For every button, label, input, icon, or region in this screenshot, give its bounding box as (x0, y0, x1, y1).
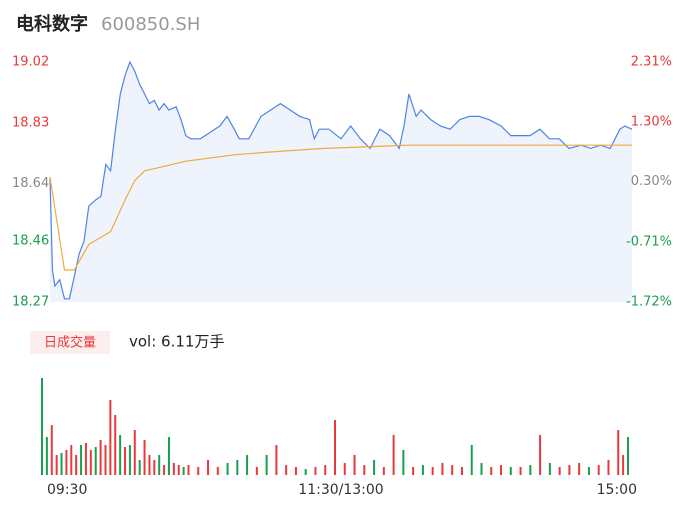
y2-tick-label: 2.31% (631, 55, 672, 70)
volume-bar (451, 465, 454, 475)
price-line (49, 60, 633, 300)
volume-bar (622, 455, 625, 475)
x-tick-label: 11:30/13:00 (298, 482, 383, 498)
volume-bar (128, 445, 131, 475)
volume-bar (373, 460, 376, 475)
volume-bar (55, 455, 58, 475)
stock-code: 600850.SH (101, 14, 200, 35)
volume-bar (627, 437, 629, 475)
y-tick-label: 18.27 (12, 295, 49, 310)
volume-bar (84, 443, 87, 475)
volume-bar (187, 465, 190, 475)
volume-bar (70, 445, 73, 475)
volume-bar (285, 465, 288, 475)
y-tick-label: 18.64 (12, 176, 49, 191)
volume-bar (138, 460, 141, 475)
volume-bar (207, 460, 210, 475)
volume-bar (143, 440, 146, 475)
y2-tick-label: -1.72% (626, 295, 672, 310)
y-tick-label: 18.46 (12, 234, 49, 249)
volume-bar (167, 437, 170, 475)
volume-bar (412, 467, 415, 475)
price-area (50, 62, 632, 302)
volume-bar (246, 455, 249, 475)
x-tick-label: 09:30 (47, 482, 87, 498)
volume-bar (114, 415, 117, 475)
volume-bar (99, 440, 102, 475)
stock-name: 电科数字 (16, 13, 88, 35)
volume-bar (65, 450, 68, 475)
volume-bar (519, 467, 522, 475)
volume-bar (177, 465, 180, 475)
volume-bar (148, 455, 151, 475)
volume-bar (265, 455, 268, 475)
volume-bar (80, 445, 83, 475)
volume-bar (578, 463, 581, 475)
volume-bar (45, 437, 48, 475)
badge (30, 331, 110, 354)
volume-bar (104, 445, 107, 475)
volume-bar (75, 455, 78, 475)
y2-tick-label: 1.30% (631, 115, 672, 130)
y-tick-label: 19.02 (12, 55, 49, 70)
volume-bar (617, 430, 620, 475)
x-tick-label: 15:00 (597, 482, 637, 498)
volume-bar (480, 463, 483, 475)
volume-bar (392, 435, 395, 475)
y2-tick-label: 0.30% (631, 174, 672, 189)
volume-bar (119, 435, 122, 475)
volume-bar (529, 465, 532, 475)
volume-bar (41, 378, 43, 475)
volume-bar (382, 467, 385, 475)
volume-bar (402, 450, 405, 475)
volume-bar (587, 467, 590, 475)
volume-bar (109, 400, 112, 475)
volume-bar (275, 445, 278, 475)
volume-bar (60, 453, 63, 475)
volume-bar (94, 447, 97, 475)
volume-bar (172, 463, 175, 475)
volume-bar (226, 463, 229, 475)
volume-bar (255, 467, 258, 475)
volume-bar (50, 425, 53, 475)
volume-bar (236, 460, 239, 475)
volume-bar (353, 455, 356, 475)
volume-bar (490, 467, 493, 475)
y2-tick-label: -0.71% (626, 234, 672, 249)
volume-bar (153, 460, 156, 475)
volume-total: vol: 6.11万手 (129, 333, 224, 351)
volume-bar (509, 467, 512, 475)
volume-bar (294, 467, 297, 475)
volume-bar (216, 467, 219, 475)
volume-bar (441, 463, 444, 475)
volume-bar (607, 460, 610, 475)
volume-bar (421, 465, 424, 475)
volume-bar (304, 469, 307, 475)
volume-bar (124, 447, 127, 475)
volume-bar (548, 463, 551, 475)
volume-bar (324, 465, 327, 475)
volume-bar (314, 467, 317, 475)
volume-bar (460, 467, 463, 475)
volume-bar (133, 430, 136, 475)
volume-bar (568, 465, 571, 475)
volume-bar (431, 467, 434, 475)
volume-bar (597, 465, 600, 475)
y-tick-label: 18.83 (12, 115, 49, 130)
volume-bar (163, 465, 166, 475)
volume-bar (539, 435, 542, 475)
volume-bar (89, 450, 92, 475)
volume-bar (363, 465, 366, 475)
volume-title: 日成交量 (44, 335, 96, 351)
volume-bar (470, 445, 473, 475)
volume-bar (343, 463, 346, 475)
volume-bar (158, 455, 161, 475)
volume-bar (197, 467, 200, 475)
volume-bar (558, 467, 561, 475)
volume-bar (334, 420, 336, 475)
volume-bar (500, 465, 503, 475)
volume-bar (182, 467, 185, 475)
average-line (49, 144, 632, 271)
